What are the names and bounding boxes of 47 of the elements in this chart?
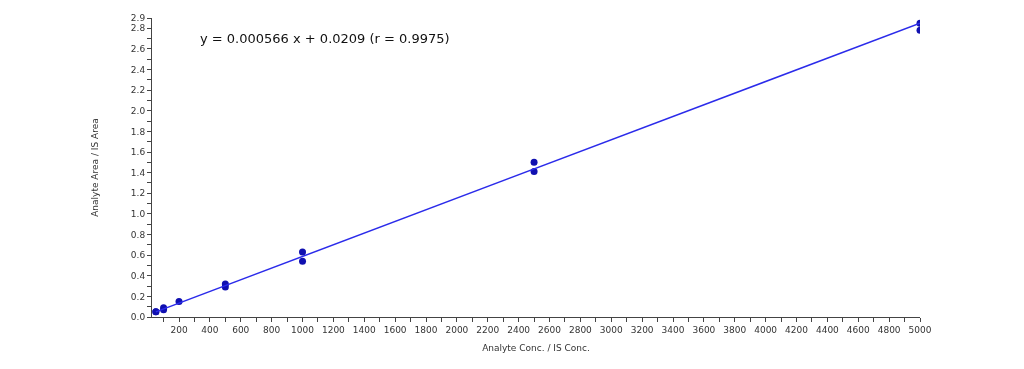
x-tick-label: 600 [232, 324, 250, 335]
y-tick-label: 1.8 [130, 126, 146, 137]
x-tick-label: 400 [201, 324, 219, 335]
y-tick-label: 2.9 [130, 13, 146, 24]
x-tick-label: 2000 [445, 324, 469, 335]
y-tick-label: 2.8 [130, 23, 146, 34]
x-tick-label: 4200 [785, 324, 809, 335]
x-tick-label: 4000 [754, 324, 778, 335]
x-tick-label: 2800 [568, 324, 593, 335]
x-tick-label: 2400 [507, 324, 531, 335]
y-axis-title: Analyte Area / IS Area [90, 118, 101, 217]
y-tick-label: 2.2 [130, 85, 146, 96]
y-tick-label: 1.4 [130, 167, 146, 178]
x-tick-label: 3000 [599, 324, 623, 335]
x-tick-label: 3200 [630, 324, 654, 335]
y-tick-label: 0.4 [130, 270, 146, 281]
y-tick-label: 0.8 [130, 229, 146, 240]
y-tick-label: 1.6 [130, 147, 146, 158]
point [299, 248, 307, 256]
x-tick-label: 3400 [661, 324, 685, 335]
point [299, 257, 307, 265]
y-tick-label: 2.4 [130, 64, 146, 75]
x-tick-label: 3800 [723, 324, 747, 335]
y-tick-label: 2.6 [130, 44, 146, 55]
y-tick-label: 0.0 [130, 312, 146, 323]
annotation: y = 0.000566 x + 0.0209 (r = 0.9975) [200, 31, 450, 46]
y-tick-label: 1.2 [130, 188, 146, 199]
x-tick-label: 4400 [815, 324, 840, 335]
x-tick-label: 200 [170, 324, 188, 335]
y-tick-label: 0.6 [130, 250, 146, 261]
x-tick-label: 3600 [692, 324, 716, 335]
point [530, 158, 538, 166]
y-tick-label: 2.0 [130, 105, 146, 116]
x-tick-label: 1000 [291, 324, 315, 335]
x-tick-label: 5000 [908, 324, 932, 335]
x-tick-label: 4600 [846, 324, 870, 335]
x-tick-label: 4800 [877, 324, 901, 335]
x-tick-label: 1600 [383, 324, 407, 335]
y-tick-label: 0.2 [130, 291, 146, 302]
x-tick-label: 1400 [352, 324, 376, 335]
x-tick-label: 2200 [476, 324, 500, 335]
x-tick-label: 2600 [538, 324, 562, 335]
x-tick-label: 800 [263, 324, 281, 335]
x-tick-label: 1200 [321, 324, 346, 335]
x-tick-label: 1800 [414, 324, 438, 335]
x-axis-title: Analyte Conc. / IS Conc. [482, 342, 590, 353]
y-tick-label: 1.0 [130, 209, 146, 220]
